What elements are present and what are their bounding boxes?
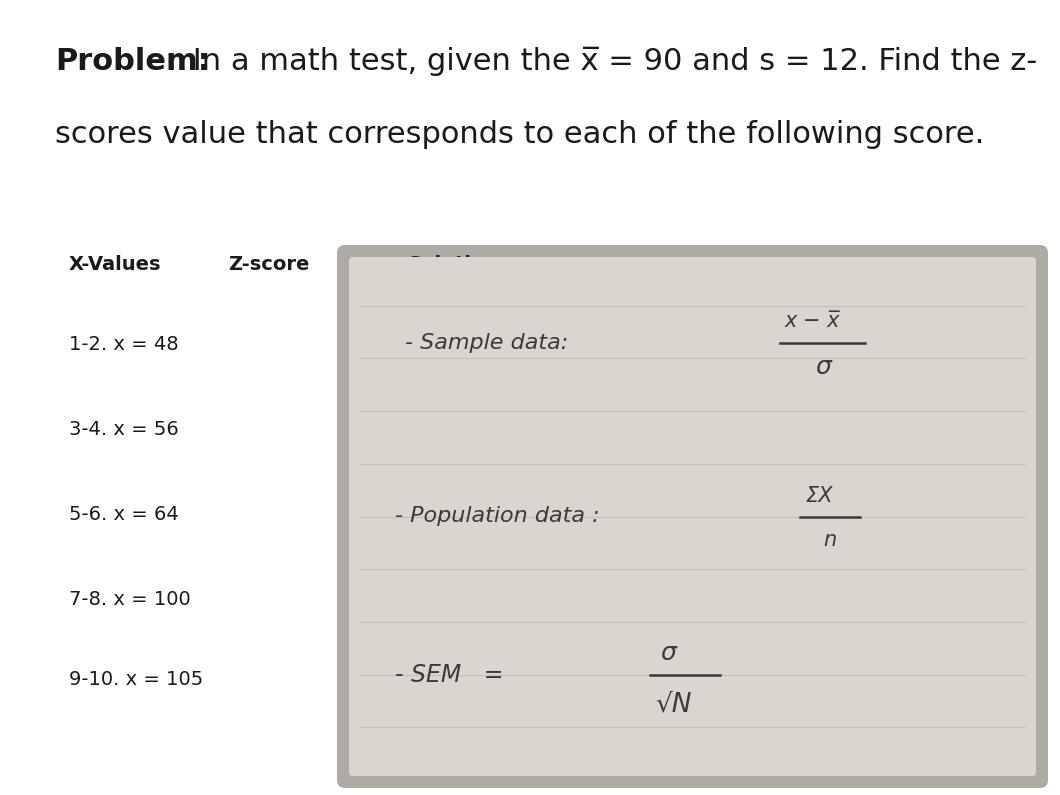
FancyBboxPatch shape (337, 245, 1048, 788)
Text: x − x̅: x − x̅ (785, 311, 841, 331)
Text: 3-4. x = 56: 3-4. x = 56 (69, 420, 179, 439)
Text: - Sample data:: - Sample data: (405, 332, 589, 353)
Text: Solutions: Solutions (408, 255, 511, 274)
Text: scores value that corresponds to each of the following score.: scores value that corresponds to each of… (55, 120, 985, 149)
Text: √N: √N (655, 692, 691, 718)
Text: ΣX: ΣX (805, 487, 832, 506)
Text: - Population data :: - Population data : (395, 506, 621, 526)
Text: 9-10. x = 105: 9-10. x = 105 (69, 670, 204, 689)
Text: 5-6. x = 64: 5-6. x = 64 (69, 505, 179, 524)
FancyBboxPatch shape (349, 257, 1036, 776)
Text: X-Values: X-Values (69, 255, 161, 274)
Text: n: n (823, 530, 836, 550)
Text: - SEM   =: - SEM = (395, 662, 526, 687)
Text: In a math test, given the x̅ = 90 and s = 12. Find the z-: In a math test, given the x̅ = 90 and s … (183, 47, 1038, 76)
Text: Problem:: Problem: (55, 47, 210, 76)
Text: σ: σ (815, 355, 831, 378)
Text: Z-score: Z-score (228, 255, 310, 274)
Text: σ: σ (660, 641, 676, 665)
Text: 7-8. x = 100: 7-8. x = 100 (69, 590, 191, 609)
Text: 1-2. x = 48: 1-2. x = 48 (69, 335, 178, 354)
